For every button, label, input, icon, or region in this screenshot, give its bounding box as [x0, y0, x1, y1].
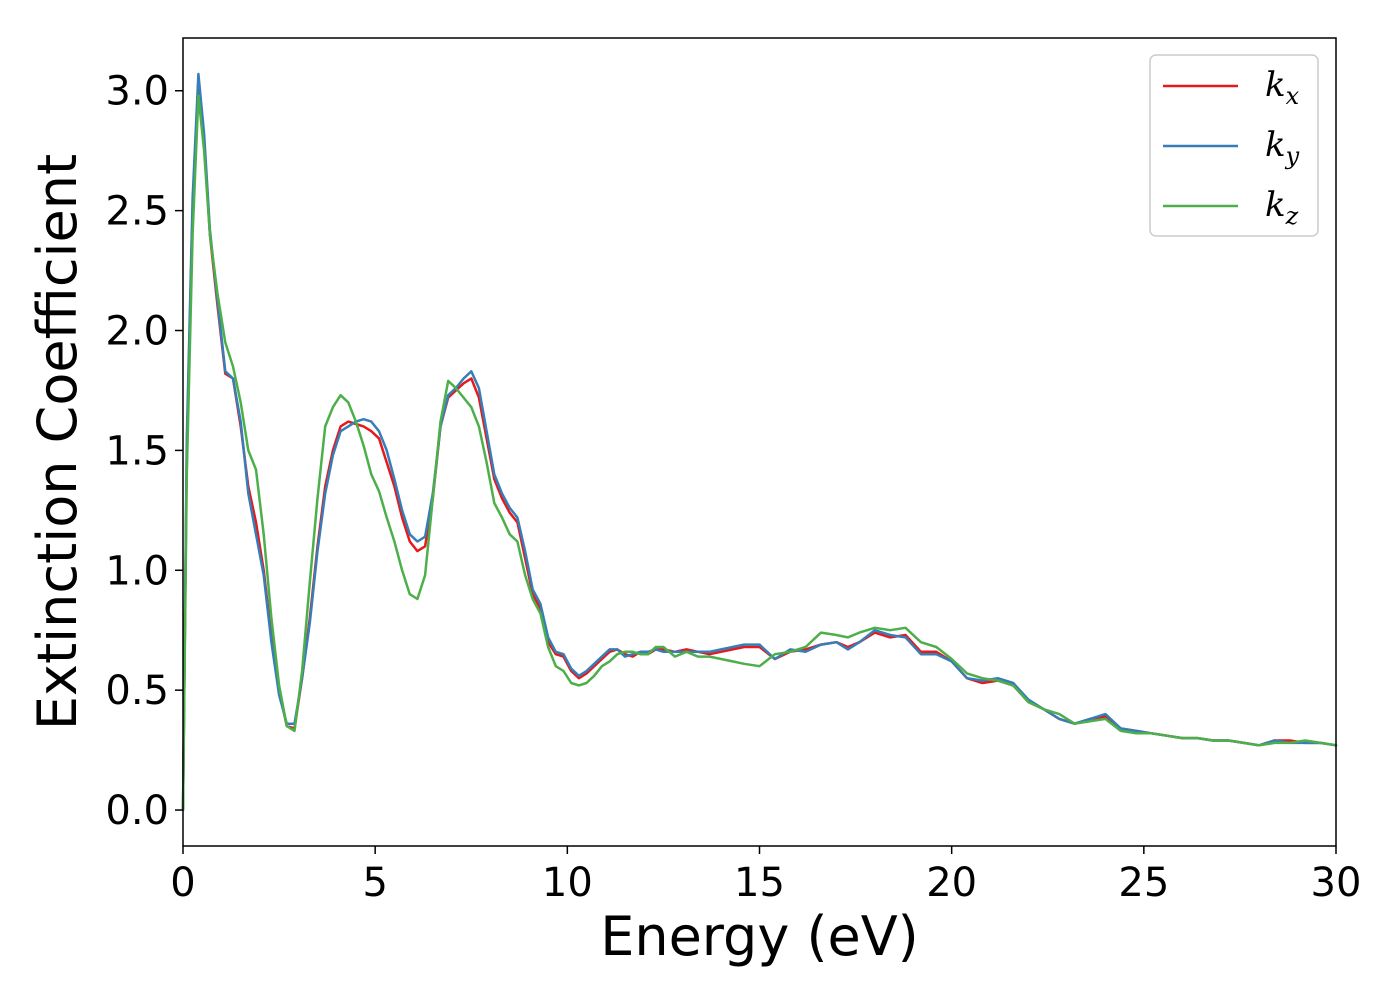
plot-frame [182, 37, 1337, 847]
legend-label-base: k [1265, 185, 1286, 225]
legend-label-base: k [1265, 125, 1286, 165]
x-tick-label: 0 [170, 860, 195, 906]
y-tick-label: 1.5 [105, 428, 169, 474]
legend-label-subscript: x [1286, 82, 1300, 110]
y-tick-label: 2.5 [105, 189, 169, 235]
legend-label-y: ky [1265, 125, 1300, 170]
series-layer [181, 72, 1338, 812]
legend-label-subscript: z [1285, 202, 1299, 230]
series-line-y [181, 72, 1338, 812]
x-tick-label: 10 [542, 860, 593, 906]
y-tick-label: 0.5 [105, 668, 169, 714]
legend-label-base: k [1265, 65, 1286, 105]
x-tick-label: 30 [1311, 860, 1362, 906]
legend-label-x: kx [1265, 65, 1300, 110]
y-tick-label: 0.0 [105, 788, 169, 834]
y-tick-label: 3.0 [105, 69, 169, 115]
ticks-layer: 0 5 10 15 20 25 30 0.0 0.5 1.0 1.5 2.0 2.5 3.0 [105, 69, 1361, 906]
y-axis-label: Extinction Coefficient [26, 154, 89, 730]
x-tick-label: 5 [362, 860, 387, 906]
x-tick-label: 20 [926, 860, 977, 906]
y-tick-label: 2.0 [105, 309, 169, 355]
legend-label-z: kz [1265, 185, 1299, 230]
legend-label-subscript: y [1285, 142, 1300, 170]
x-tick-label: 15 [734, 860, 785, 906]
x-axis-label: Energy (eV) [600, 905, 919, 968]
y-tick-label: 1.0 [105, 548, 169, 594]
x-tick-label: 25 [1118, 860, 1169, 906]
series-line-z [181, 94, 1338, 812]
